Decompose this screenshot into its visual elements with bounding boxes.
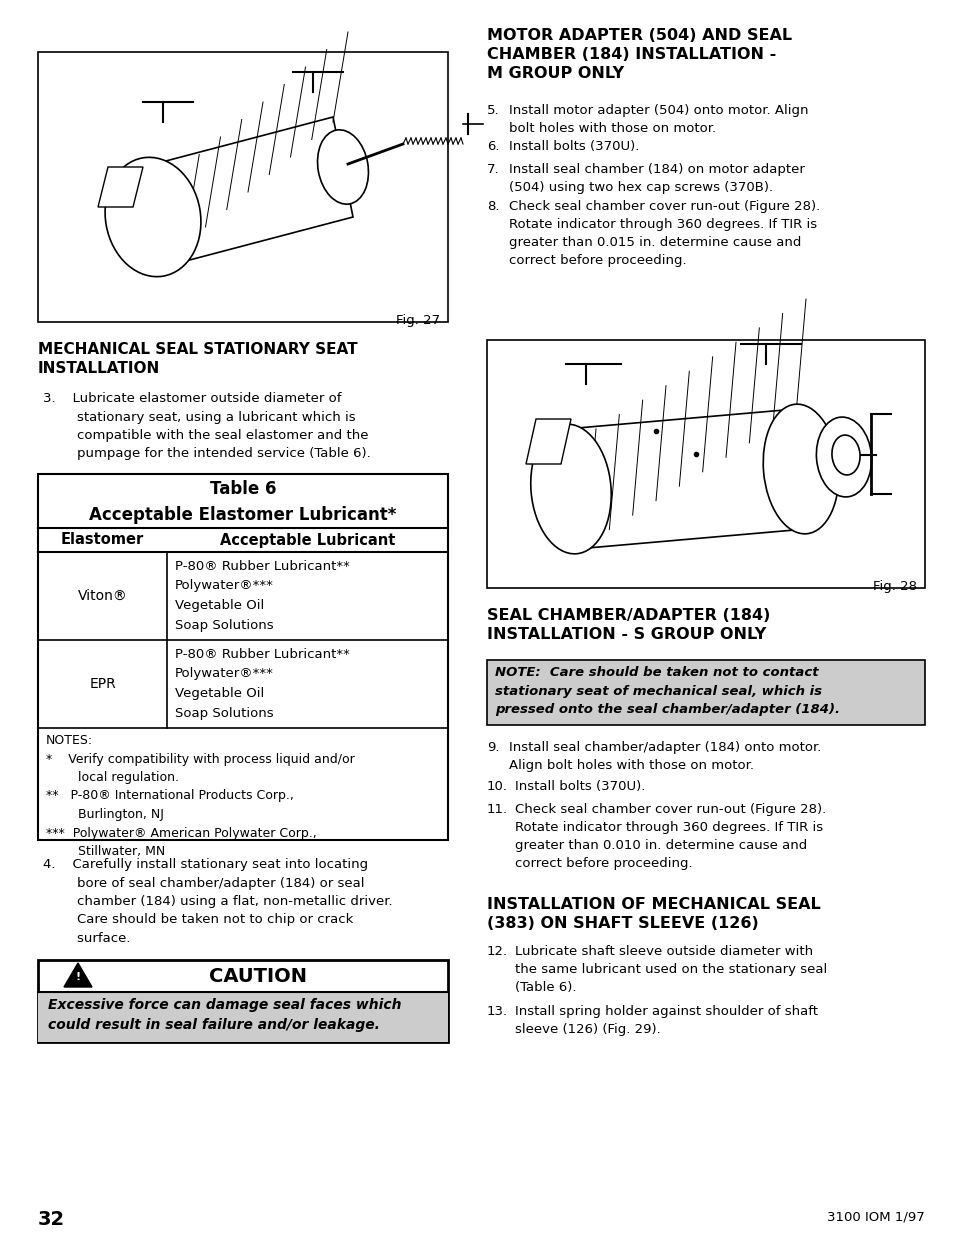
Text: Install bolts (370U).: Install bolts (370U). <box>515 781 644 793</box>
Text: Install motor adapter (504) onto motor. Align
bolt holes with those on motor.: Install motor adapter (504) onto motor. … <box>509 104 807 135</box>
Text: INSTALLATION OF MECHANICAL SEAL
(383) ON SHAFT SLEEVE (126): INSTALLATION OF MECHANICAL SEAL (383) ON… <box>486 897 820 931</box>
Text: 3100 IOM 1/97: 3100 IOM 1/97 <box>826 1210 924 1223</box>
Text: Acceptable Elastomer Lubricant*: Acceptable Elastomer Lubricant* <box>90 506 396 524</box>
Bar <box>38 960 448 1042</box>
Text: Viton®: Viton® <box>77 589 128 603</box>
Bar <box>38 474 448 840</box>
Text: EPR: EPR <box>90 677 116 692</box>
Ellipse shape <box>762 404 838 534</box>
Text: 7.: 7. <box>486 163 499 177</box>
Text: Check seal chamber cover run-out (Figure 28).
Rotate indicator through 360 degre: Check seal chamber cover run-out (Figure… <box>509 200 820 267</box>
Ellipse shape <box>317 130 368 204</box>
Text: Table 6: Table 6 <box>210 480 276 498</box>
Ellipse shape <box>831 435 860 475</box>
Text: MECHANICAL SEAL STATIONARY SEAT
INSTALLATION: MECHANICAL SEAL STATIONARY SEAT INSTALLA… <box>38 342 357 375</box>
Polygon shape <box>565 409 805 550</box>
Text: Install seal chamber (184) on motor adapter
(504) using two hex cap screws (370B: Install seal chamber (184) on motor adap… <box>509 163 804 194</box>
Text: 11.: 11. <box>486 803 508 816</box>
Text: Install seal chamber/adapter (184) onto motor.
Align bolt holes with those on mo: Install seal chamber/adapter (184) onto … <box>509 741 821 772</box>
Bar <box>38 992 448 1042</box>
Text: Lubricate shaft sleeve outside diameter with
the same lubricant used on the stat: Lubricate shaft sleeve outside diameter … <box>515 945 826 994</box>
Ellipse shape <box>530 424 611 553</box>
Text: 8.: 8. <box>486 200 499 212</box>
Text: Fig. 27: Fig. 27 <box>395 314 439 327</box>
Text: Install spring holder against shoulder of shaft
sleeve (126) (Fig. 29).: Install spring holder against shoulder o… <box>515 1005 817 1036</box>
Ellipse shape <box>816 417 871 496</box>
Text: CAUTION: CAUTION <box>209 967 307 986</box>
Text: 13.: 13. <box>486 1005 508 1018</box>
Text: Check seal chamber cover run-out (Figure 28).
Rotate indicator through 360 degre: Check seal chamber cover run-out (Figure… <box>515 803 825 869</box>
Text: P-80® Rubber Lubricant**
Polywater®***
Vegetable Oil
Soap Solutions: P-80® Rubber Lubricant** Polywater®*** V… <box>175 559 350 631</box>
Polygon shape <box>64 963 91 987</box>
Text: Excessive force can damage seal faces which
could result in seal failure and/or : Excessive force can damage seal faces wh… <box>48 998 401 1031</box>
Text: NOTE:  Care should be taken not to contact
stationary seat of mechanical seal, w: NOTE: Care should be taken not to contac… <box>495 666 840 716</box>
Text: NOTES:
*    Verify compatibility with process liquid and/or
        local regula: NOTES: * Verify compatibility with proce… <box>46 734 355 858</box>
Text: 6.: 6. <box>486 140 499 153</box>
Text: Install bolts (370U).: Install bolts (370U). <box>509 140 639 153</box>
Text: Fig. 28: Fig. 28 <box>872 580 916 593</box>
Polygon shape <box>143 117 353 267</box>
Text: Acceptable Lubricant: Acceptable Lubricant <box>219 532 395 547</box>
Polygon shape <box>98 167 143 207</box>
Ellipse shape <box>105 157 201 277</box>
Text: 9.: 9. <box>486 741 499 755</box>
Text: !: ! <box>75 972 80 982</box>
Text: P-80® Rubber Lubricant**
Polywater®***
Vegetable Oil
Soap Solutions: P-80® Rubber Lubricant** Polywater®*** V… <box>175 648 350 720</box>
Text: Elastomer: Elastomer <box>61 532 144 547</box>
Bar <box>486 659 924 725</box>
Polygon shape <box>525 419 571 464</box>
Text: SEAL CHAMBER/ADAPTER (184)
INSTALLATION - S GROUP ONLY: SEAL CHAMBER/ADAPTER (184) INSTALLATION … <box>486 608 770 642</box>
Text: MOTOR ADAPTER (504) AND SEAL
CHAMBER (184) INSTALLATION -
M GROUP ONLY: MOTOR ADAPTER (504) AND SEAL CHAMBER (18… <box>486 28 791 82</box>
Text: 12.: 12. <box>486 945 508 958</box>
Bar <box>38 52 448 322</box>
Text: 3.    Lubricate elastomer outside diameter of
        stationary seat, using a l: 3. Lubricate elastomer outside diameter … <box>43 391 371 461</box>
Text: 4.    Carefully install stationary seat into locating
        bore of seal chamb: 4. Carefully install stationary seat int… <box>43 858 393 945</box>
Bar <box>486 340 924 588</box>
Text: 10.: 10. <box>486 781 507 793</box>
Text: 5.: 5. <box>486 104 499 117</box>
Text: 32: 32 <box>38 1210 65 1229</box>
